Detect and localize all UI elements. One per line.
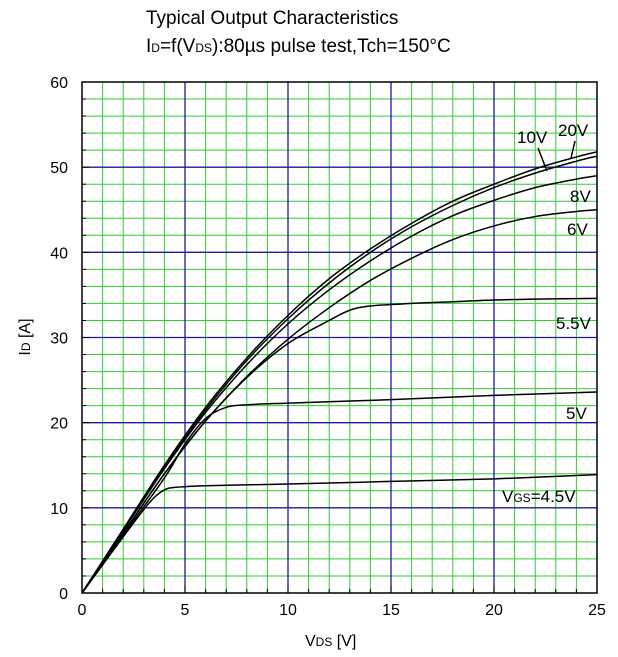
curve-20v xyxy=(81,151,598,594)
curve-label-vgs-4-5v: VGS=4.5V xyxy=(502,487,576,506)
y-tick-label: 30 xyxy=(50,331,68,348)
chart-subtitle: ID=f(VDS):80µs pulse test,Tch=150°C xyxy=(146,36,618,58)
x-label-wrap: VDS [V] xyxy=(305,633,356,651)
y-tick-label: 60 xyxy=(50,75,68,92)
y-tick-label: 10 xyxy=(50,501,68,518)
chart-title-text: Typical Output Characteristics xyxy=(146,8,399,29)
subtitle-sub-ds: DS xyxy=(195,41,212,55)
curve-label-5-5v: 5.5V xyxy=(556,314,592,333)
curve-label-20v: 20V xyxy=(558,121,589,140)
y-axis-label: ID [A] xyxy=(17,307,35,367)
curve-5v xyxy=(81,391,598,594)
subtitle-part-fv: =f(V xyxy=(159,36,196,57)
y-label-main: I xyxy=(17,351,34,356)
curve-vgs-4-5v xyxy=(81,473,598,594)
y-tick-label: 0 xyxy=(59,586,68,603)
y-tick-label: 40 xyxy=(50,245,68,262)
subtitle-part-tail: ):80µs pulse test,Tch=150°C xyxy=(212,36,451,57)
subtitle-part-i: I xyxy=(146,36,152,57)
x-label-sub: DS xyxy=(315,635,333,649)
subtitle-sub-d: D xyxy=(151,41,160,55)
curve-label-leader xyxy=(570,140,576,159)
x-label-tail: [V] xyxy=(332,633,357,650)
curve-10v xyxy=(81,155,598,594)
curve-label-leader xyxy=(537,147,548,172)
x-label-main: V xyxy=(305,633,316,650)
x-tick-label: 5 xyxy=(181,602,190,619)
y-tick-label: 50 xyxy=(50,160,68,177)
curve-label-10v: 10V xyxy=(517,128,548,147)
x-tick-label: 25 xyxy=(588,602,606,619)
curve-label-8v: 8V xyxy=(570,187,591,206)
x-tick-label: 15 xyxy=(382,602,400,619)
x-tick-label: 0 xyxy=(78,602,87,619)
x-tick-label: 10 xyxy=(279,602,297,619)
curve-label-6v: 6V xyxy=(567,220,588,239)
x-tick-label: 20 xyxy=(485,602,503,619)
y-label-tail: [A] xyxy=(17,318,34,343)
curve-5-5v xyxy=(81,297,598,594)
y-label-sub: D xyxy=(19,342,33,352)
curve-8v xyxy=(81,174,598,594)
curve-label-5v: 5V xyxy=(566,404,587,423)
y-tick-label: 20 xyxy=(50,416,68,433)
chart-title: Typical Output Characteristics xyxy=(146,8,618,30)
